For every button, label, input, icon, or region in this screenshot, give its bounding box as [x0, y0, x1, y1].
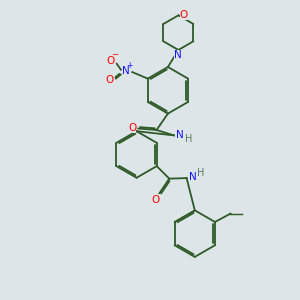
Text: N: N	[122, 67, 130, 76]
Text: H: H	[197, 168, 205, 178]
Text: +: +	[126, 61, 132, 70]
Text: H: H	[184, 134, 192, 144]
Text: O: O	[180, 10, 188, 20]
Text: N: N	[189, 172, 196, 182]
Text: O: O	[152, 195, 160, 205]
Text: O: O	[106, 56, 115, 66]
Text: O: O	[106, 75, 114, 85]
Text: N: N	[175, 50, 182, 60]
Text: O: O	[128, 123, 136, 133]
Text: −: −	[111, 50, 118, 59]
Text: N: N	[176, 130, 184, 140]
